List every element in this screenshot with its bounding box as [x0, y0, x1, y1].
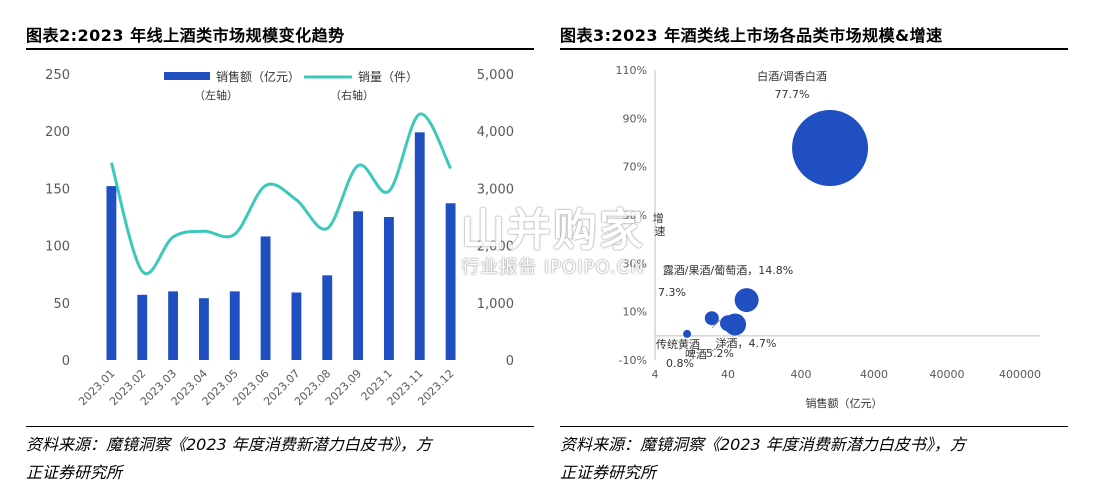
left-legend-bar-label: 销售额（亿元）: [216, 69, 300, 84]
right-source-line1: 资料来源：魔镜洞察《2023 年度消费新潜力白皮书》，方: [560, 435, 966, 454]
left-legend-bar-axis-note: （左轴）: [194, 88, 238, 102]
right-bubble-value-label: 77.7%: [775, 88, 810, 101]
left-source-line1: 资料来源：魔镜洞察《2023 年度消费新潜力白皮书》，方: [26, 435, 432, 454]
left-bar-2023.08: [322, 275, 333, 360]
right-y-tick-label: 30%: [623, 257, 647, 270]
left-bar-2023.06: [260, 236, 271, 360]
right-chart: -10% 10% 30% 50% 70% 90% 110% 4 40 400 4000 40000 4…: [616, 64, 1041, 410]
right-x-tick-label: 400000: [999, 368, 1041, 381]
left-bar-2023.11: [414, 132, 425, 360]
left-bar-2023.09: [353, 211, 364, 360]
right-y-tick-label: 90%: [623, 112, 647, 125]
left-figure-title: 图表2:2023 年线上酒类市场规模变化趋势: [26, 26, 345, 45]
left-y-tick-label: 200: [45, 125, 70, 140]
right-title-rule: [560, 48, 1068, 50]
left-legend-line-axis-note: （右轴）: [330, 88, 374, 102]
left-line-series-sales-volume: [109, 112, 452, 276]
right-bubble-4: [720, 315, 736, 332]
right-bubble-value-label: 0.8%: [666, 357, 694, 370]
right-y-tick-label: 50%: [623, 209, 647, 222]
right-bubble-5: [683, 329, 692, 338]
right-y-tick-label: 110%: [616, 64, 647, 77]
left-bar-2023.04: [198, 298, 209, 360]
left-bar-2023.12: [445, 203, 456, 360]
left-y-tick-label: 0: [62, 354, 70, 369]
right-bubble-name-label: 洋酒，4.7%: [716, 336, 777, 350]
right-y-tick-label: 2,000: [477, 240, 514, 255]
right-bubble-value-label: 5.2%: [706, 347, 734, 360]
right-bubble-name-label: 传统黄酒: [656, 337, 700, 351]
left-legend-line-label: 销量（件）: [358, 70, 418, 84]
right-x-tick-label: 4: [652, 368, 659, 381]
left-y-tick-label: 250: [45, 68, 70, 83]
right-leader-line-7-3: [711, 319, 721, 329]
right-y-tick-label: 3,000: [477, 182, 514, 197]
right-bubble-2: [704, 311, 719, 326]
right-bubble-0: [792, 110, 869, 187]
left-chart: 0 50 100 150 200 250 0 1,000 2,000 3,000 4,000 5,0…: [45, 68, 514, 408]
right-x-axis-label: 销售额（亿元）: [806, 396, 883, 410]
left-source-line2: 正证券研究所: [26, 463, 123, 482]
left-bar-2023.01: [106, 186, 117, 360]
right-bubble-1: [734, 288, 759, 313]
right-bubble-value-label: 7.3%: [658, 286, 686, 299]
left-y-tick-label: 100: [45, 240, 70, 255]
right-y-tick-label: 5,000: [477, 68, 514, 83]
right-y-axis-label: 增 速: [653, 211, 668, 238]
left-bar-2023.03: [168, 291, 179, 360]
left-y-tick-label: 50: [53, 297, 70, 312]
right-y-tick-label: 1,000: [477, 297, 514, 312]
left-y-tick-label: 150: [45, 182, 70, 197]
right-y-tick-label: 70%: [623, 161, 647, 174]
right-source-line2: 正证券研究所: [560, 463, 657, 482]
right-y-tick-label: -10%: [619, 354, 647, 367]
left-title-rule: [26, 48, 534, 50]
right-y-tick-label: 4,000: [477, 125, 514, 140]
left-bar-2023.07: [291, 292, 302, 360]
right-x-tick-label: 4000: [860, 368, 888, 381]
right-figure-title: 图表3:2023 年酒类线上市场各品类市场规模&增速: [560, 26, 943, 45]
right-x-tick-label: 40000: [930, 368, 965, 381]
right-y-tick-label: 0: [506, 354, 514, 369]
left-bar-2023.1: [383, 217, 394, 360]
left-legend-bar-swatch: [164, 72, 210, 80]
right-x-tick-label: 400: [791, 368, 812, 381]
right-bubble-name-label: 露酒/果酒/葡萄酒，14.8%: [663, 264, 793, 277]
left-bar-2023.02: [137, 294, 148, 360]
right-bubble-name-label: 白酒/调香白酒: [757, 69, 827, 83]
right-bubble-name-label: 啤酒: [685, 347, 707, 361]
right-leader-line-beer: [709, 339, 733, 353]
right-y-tick-label: 10%: [623, 306, 647, 319]
right-source-rule: [560, 426, 1068, 427]
left-source-rule: [26, 426, 534, 427]
left-bar-2023.05: [229, 291, 240, 360]
right-x-tick-label: 40: [721, 368, 735, 381]
